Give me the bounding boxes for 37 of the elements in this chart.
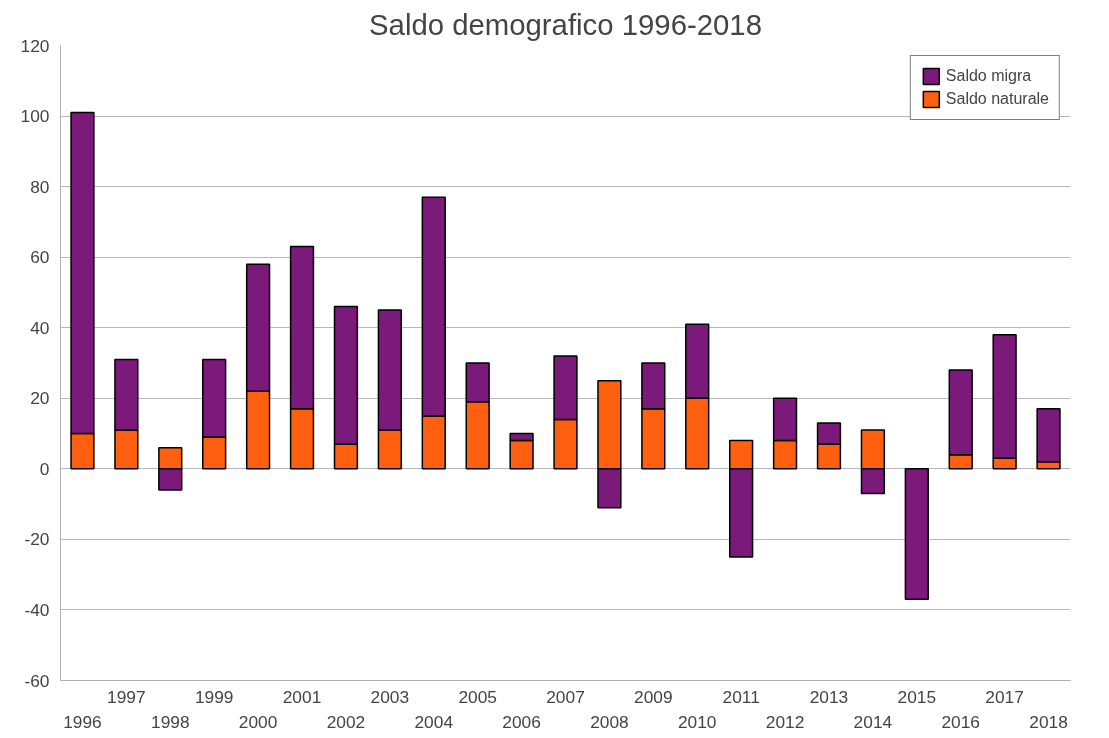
x-tick-label: 2007 — [546, 686, 585, 707]
x-tick-label: 2017 — [985, 686, 1024, 707]
x-tick-label: 2000 — [238, 711, 278, 732]
x-tick-label: 2002 — [326, 711, 366, 732]
x-tick-label: 2016 — [941, 711, 981, 732]
y-tick-label: 20 — [30, 388, 50, 409]
x-tick-label: 2003 — [370, 686, 410, 707]
x-tick-label: 2015 — [897, 686, 937, 707]
legend-label: Saldo naturale — [945, 90, 1049, 108]
x-tick-label: 2011 — [722, 686, 760, 707]
x-tick-label: 2010 — [677, 711, 717, 732]
x-tick-label: 2012 — [765, 711, 805, 732]
x-tick-label: 2013 — [809, 686, 849, 707]
y-tick-label: 100 — [20, 106, 50, 127]
y-tick-label: 80 — [30, 176, 50, 197]
y-tick-label: -60 — [24, 670, 50, 691]
x-tick-label: 1997 — [107, 686, 146, 707]
y-tick-label: 120 — [20, 35, 50, 56]
x-tick-label: 2018 — [1029, 711, 1068, 732]
y-tick-label: 40 — [30, 317, 50, 338]
x-tick-label: 1999 — [194, 686, 234, 707]
x-tick-label: 2014 — [853, 711, 893, 732]
y-tick-label: -20 — [24, 529, 50, 550]
x-tick-label: 2005 — [458, 686, 497, 707]
bar — [904, 468, 929, 601]
y-tick-label: -40 — [24, 599, 50, 620]
y-tick-label: 0 — [39, 458, 50, 479]
x-tick-label: 1998 — [151, 711, 190, 732]
x-tick-label: 1996 — [63, 711, 102, 732]
x-tick-label: 2001 — [282, 686, 322, 707]
chart-title: Saldo demografico 1996-2018 — [369, 7, 762, 41]
x-tick-label: 2004 — [414, 711, 454, 732]
y-tick-label: 60 — [30, 247, 50, 268]
legend-label: Saldo migra — [945, 67, 1032, 85]
x-tick-label: 2006 — [502, 711, 541, 732]
x-tick-label: 2008 — [590, 711, 629, 732]
x-tick-label: 2009 — [634, 686, 673, 707]
